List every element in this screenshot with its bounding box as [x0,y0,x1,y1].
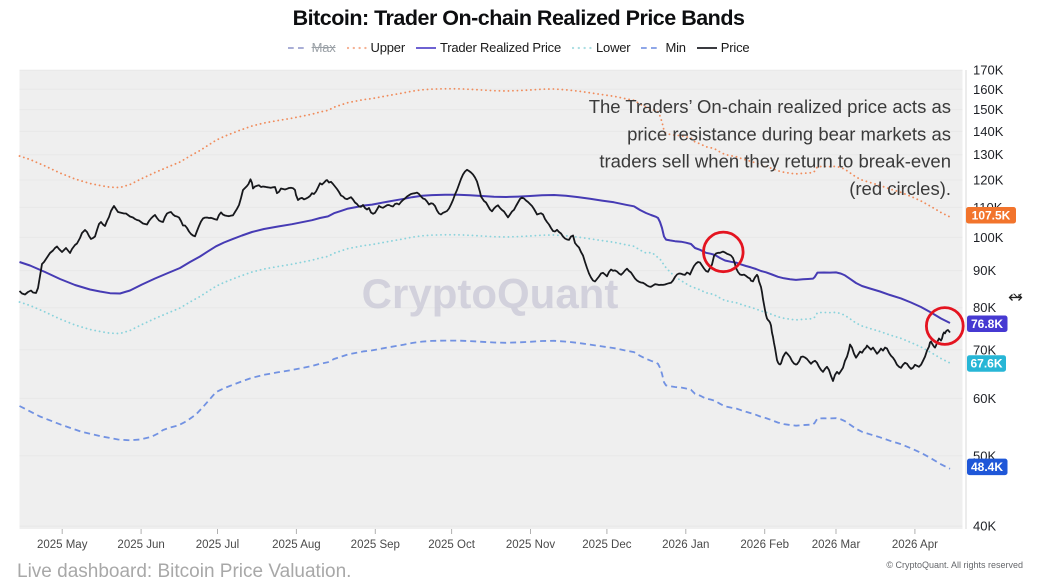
svg-text:60K: 60K [973,391,996,406]
svg-text:CryptoQuant: CryptoQuant [362,270,619,317]
svg-text:100K: 100K [973,230,1004,245]
svg-text:2025 Nov: 2025 Nov [506,539,555,551]
svg-text:traders sell when they return: traders sell when they return to break-e… [599,151,951,172]
svg-text:120K: 120K [973,173,1004,188]
svg-text:2025 Jul: 2025 Jul [196,539,239,551]
svg-text:140K: 140K [973,124,1004,139]
svg-text:76.8K: 76.8K [971,317,1003,331]
svg-text:2026 Feb: 2026 Feb [740,539,789,551]
svg-text:2026 Jan: 2026 Jan [662,539,709,551]
svg-text:2025 Sep: 2025 Sep [351,539,400,551]
svg-text:48.4K: 48.4K [971,460,1003,474]
svg-text:price resistance during bear m: price resistance during bear markets as [627,123,951,144]
svg-text:2025 May: 2025 May [37,539,88,551]
svg-text:70K: 70K [973,342,996,357]
svg-text:2025 Oct: 2025 Oct [428,539,475,551]
svg-text:2025 Jun: 2025 Jun [117,539,164,551]
svg-text:160K: 160K [973,82,1004,97]
svg-text:150K: 150K [973,102,1004,117]
svg-text:170K: 170K [973,63,1004,78]
svg-text:2025 Dec: 2025 Dec [582,539,631,551]
svg-text:2026 Mar: 2026 Mar [812,539,861,551]
svg-text:The Traders’ On-chain realized: The Traders’ On-chain realized price act… [589,96,951,117]
svg-text:130K: 130K [973,147,1004,162]
svg-text:2025 Aug: 2025 Aug [272,539,321,551]
svg-text:2026 Apr: 2026 Apr [892,539,938,551]
svg-text:67.6K: 67.6K [970,357,1002,371]
svg-text:90K: 90K [973,263,996,278]
svg-text:40K: 40K [973,519,996,534]
svg-text:(red circles).: (red circles). [849,178,951,199]
svg-text:107.5K: 107.5K [972,209,1011,223]
svg-text:80K: 80K [973,300,996,315]
